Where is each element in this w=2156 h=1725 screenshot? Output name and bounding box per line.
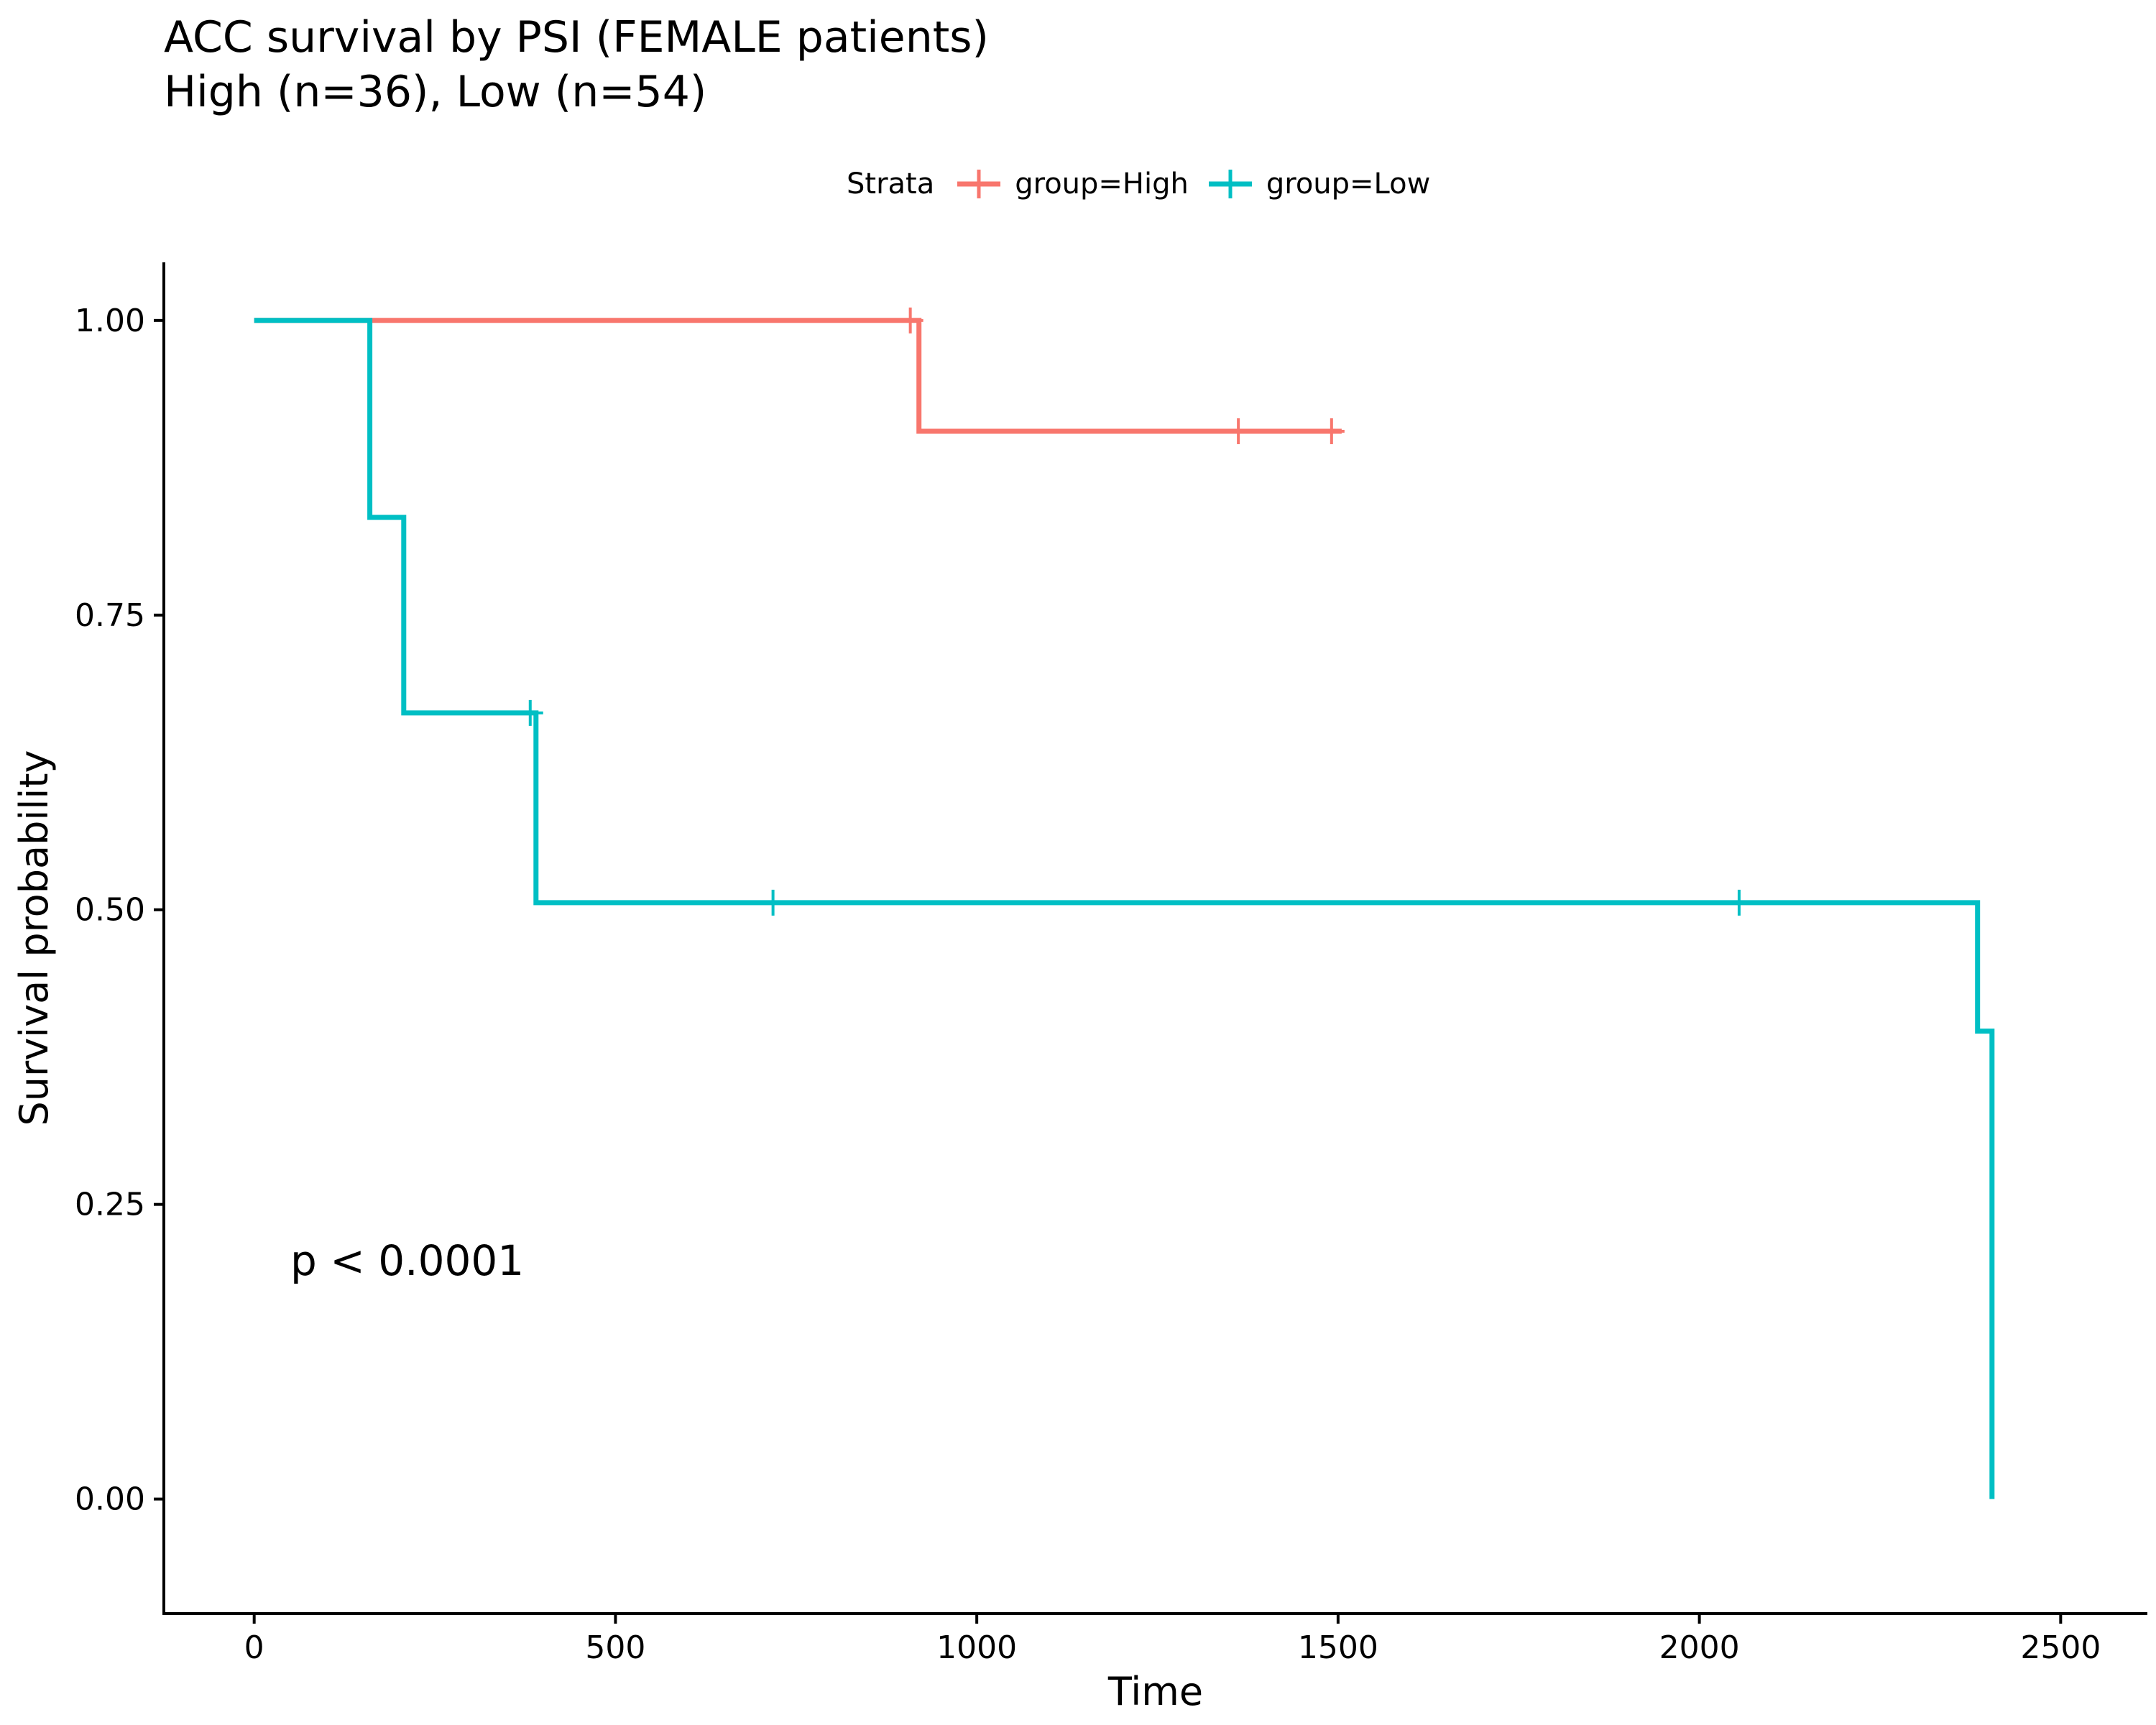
y-tick-label: 0.50	[75, 892, 145, 929]
legend-label-high: group=High	[1015, 167, 1189, 201]
y-tick-label: 0.25	[75, 1187, 145, 1223]
y-tick-label: 0.00	[75, 1481, 145, 1518]
x-tick-label: 0	[244, 1629, 264, 1666]
chart-title: ACC survival by PSI (FEMALE patients) Hi…	[164, 10, 989, 119]
subtitle-line: High (n=36), Low (n=54)	[164, 67, 707, 117]
y-tick-label: 0.75	[75, 597, 145, 634]
x-tick-label: 1500	[1298, 1629, 1378, 1666]
legend-item-high: group=High	[956, 167, 1189, 201]
p-value-annotation: p < 0.0001	[290, 1236, 524, 1285]
legend-key-high	[957, 170, 1001, 198]
legend-title: Strata	[847, 167, 935, 201]
y-axis-title: Survival probability	[11, 750, 57, 1126]
title-line: ACC survival by PSI (FEMALE patients)	[164, 12, 989, 63]
legend-label-low: group=Low	[1266, 167, 1431, 201]
survival-curve-high	[254, 318, 1342, 434]
x-tick-label: 500	[585, 1629, 645, 1666]
y-tick-label: 1.00	[75, 303, 145, 339]
survival-curve-low	[254, 318, 1995, 1499]
x-axis-title: Time	[1107, 1669, 1203, 1714]
legend: Strata group=High group=Low	[847, 164, 1449, 204]
legend-key-low	[1208, 170, 1252, 198]
x-tick-label: 1000	[936, 1629, 1017, 1666]
x-tick-label: 2000	[1659, 1629, 1740, 1666]
legend-item-low: group=Low	[1207, 167, 1430, 201]
x-tick-label: 2500	[2020, 1629, 2101, 1666]
